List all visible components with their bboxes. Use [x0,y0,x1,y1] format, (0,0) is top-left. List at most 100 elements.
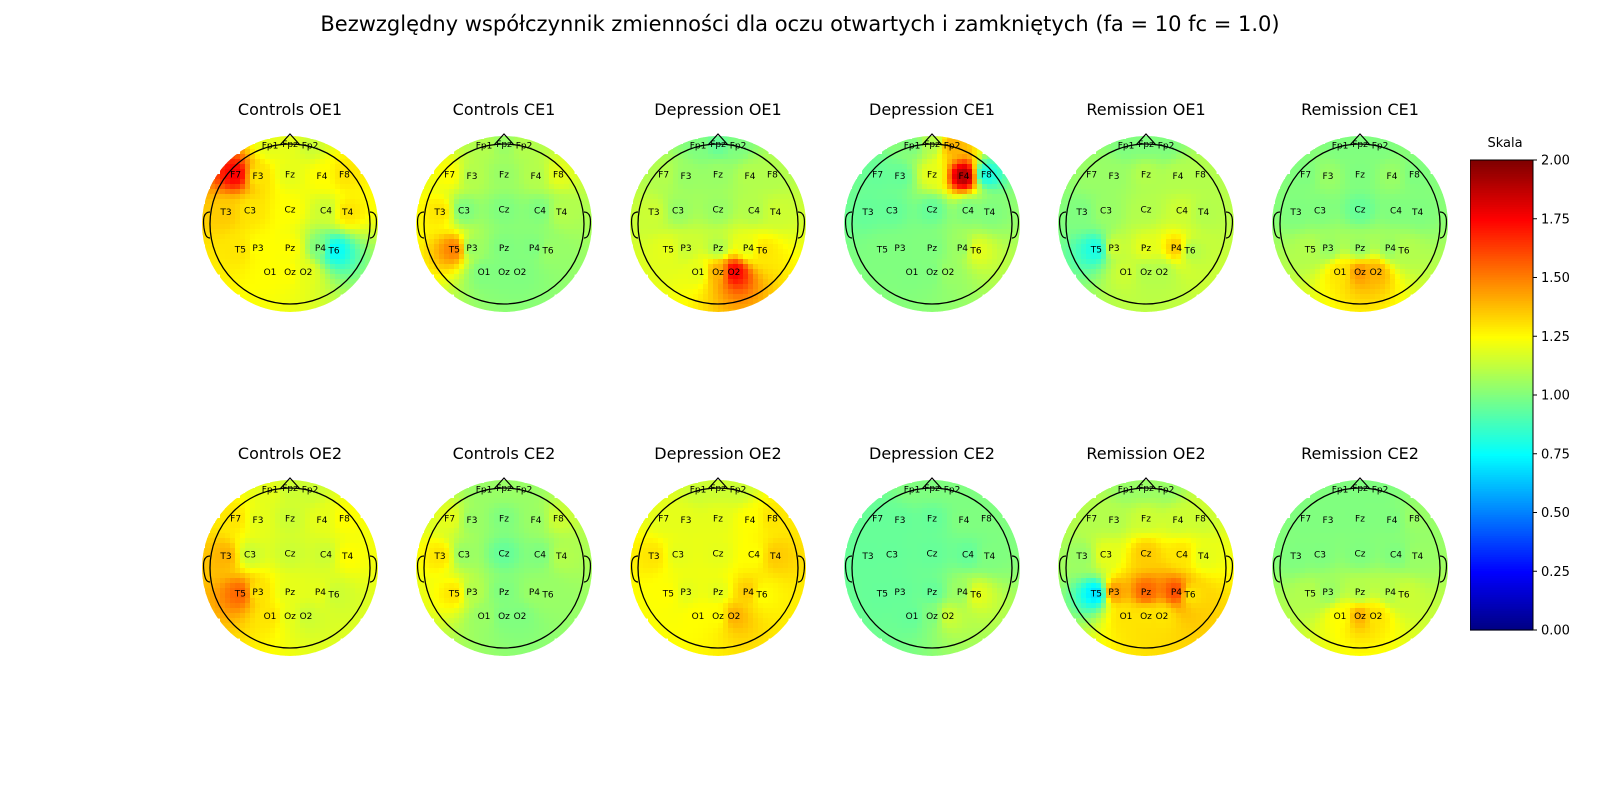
colorbar-tick-label: 1.50 [1541,271,1570,286]
electrode-label-p3: P3 [894,588,905,598]
head-outline [851,487,1013,649]
electrode-label-c3: C3 [672,206,684,216]
electrode-label-o1: O1 [692,268,705,278]
electrode-label-c4: C4 [320,206,332,216]
electrode-label-cz: Cz [712,550,723,560]
electrode-label-f4: F4 [1387,172,1398,182]
topomap-remission-oe2: Remission OE2 Fp1 Fpz Fp2 F7 F3 Fz F4 F8 T3 C3 Cz C4… [1046,444,1246,684]
topomap-title: Remission CE1 [1301,100,1419,119]
colorbar-tick-label: 0.25 [1541,565,1570,580]
electrode-label-fp2: Fp2 [944,142,961,152]
topomap-svg: Fp1 Fpz Fp2 F7 F3 Fz F4 F8 T3 C3 Cz C4 T4 T5 P3 Pz P4 T6 O… [1272,477,1448,656]
right-ear-outline [369,211,378,239]
topomap-depression-oe2: Depression OE2 Fp1 Fpz Fp2 F7 F3 Fz F4 F8 T3 C3 Cz C… [618,444,818,684]
electrode-label-t6: T6 [969,246,981,256]
right-ear-outline [1225,211,1234,239]
electrode-label-t3: T3 [1075,552,1087,562]
topomap-remission-ce2: Remission CE2 Fp1 Fpz Fp2 F7 F3 Fz F4 F8 T3 C3 Cz C4… [1260,444,1460,684]
electrode-label-f4: F4 [531,516,542,526]
electrode-label-pz: Pz [713,244,723,254]
electrode-label-t3: T3 [219,552,231,562]
electrode-label-f7: F7 [872,170,883,180]
electrode-label-o1: O1 [692,612,705,622]
electrode-label-o1: O1 [478,268,491,278]
electrode-label-t5: T5 [1304,590,1316,600]
electrode-label-f4: F4 [317,172,328,182]
left-ear-outline [202,555,211,583]
electrode-label-p4: P4 [1171,244,1182,254]
electrode-label-p3: P3 [680,588,691,598]
colorbar-tick-label: 2.00 [1541,154,1570,169]
electrode-label-f8: F8 [1409,170,1420,180]
electrode-label-oz: Oz [926,268,938,278]
colorbar-tick-label: 0.00 [1541,624,1570,639]
nose-outline [921,133,943,146]
electrode-label-p3: P3 [466,244,477,254]
electrode-label-t4: T4 [1411,552,1423,562]
electrode-label-t4: T4 [341,552,353,562]
electrode-label-fpz: Fpz [496,484,512,494]
electrode-label-c3: C3 [672,550,684,560]
electrode-label-fp2: Fp2 [730,486,747,496]
nose-outline [1349,133,1371,146]
topomap-svg: Fp1 Fpz Fp2 F7 F3 Fz F4 F8 T3 C3 Cz C4 T4 T5 P3 Pz P4 T6 O… [630,477,806,656]
right-ear-outline [1225,555,1234,583]
electrode-label-oz: Oz [284,612,296,622]
electrode-label-fp2: Fp2 [516,142,533,152]
electrode-label-fpz: Fpz [710,140,726,150]
heatmap-field [630,480,806,656]
topomap-controls-oe1: Controls OE1 Fp1 Fpz Fp2 F7 F3 Fz F4 F8 T3 C3 Cz C4 T… [190,100,390,340]
electrode-label-t5: T5 [1090,246,1102,256]
electrode-label-o1: O1 [264,268,277,278]
electrode-label-o1: O1 [906,268,919,278]
electrode-label-f7: F7 [872,514,883,524]
electrode-label-t6: T6 [1183,246,1195,256]
nose-outline [707,477,729,490]
electrode-label-p3: P3 [894,244,905,254]
electrode-label-t3: T3 [219,208,231,218]
electrode-label-fp1: Fp1 [1118,486,1135,496]
head-outline [637,143,799,305]
electrode-label-fp1: Fp1 [904,486,921,496]
electrode-label-o2: O2 [728,612,741,622]
electrode-label-t5: T5 [662,246,674,256]
electrode-label-fp1: Fp1 [262,486,279,496]
electrode-label-t3: T3 [1289,208,1301,218]
electrode-label-fpz: Fpz [1352,484,1368,494]
electrode-label-f3: F3 [895,172,906,182]
electrode-label-p3: P3 [1108,588,1119,598]
electrode-label-f7: F7 [658,514,669,524]
electrode-label-f8: F8 [339,514,350,524]
electrode-label-p4: P4 [743,588,754,598]
topomap-svg: Fp1 Fpz Fp2 F7 F3 Fz F4 F8 T3 C3 Cz C4 T4 T5 P3 Pz P4 T6 O… [844,477,1020,656]
electrode-label-t6: T6 [327,590,339,600]
topomap-title: Remission OE2 [1086,444,1206,463]
colorbar-tick-label: 0.75 [1541,447,1570,462]
electrode-label-p4: P4 [957,244,968,254]
electrode-label-f7: F7 [1300,514,1311,524]
electrode-label-fp1: Fp1 [476,486,493,496]
heatmap-field [416,136,592,312]
electrode-label-t3: T3 [1075,208,1087,218]
topomap-svg: Fp1 Fpz Fp2 F7 F3 Fz F4 F8 T3 C3 Cz C4 T4 T5 P3 Pz P4 T6 O… [416,133,592,312]
topomap-title: Depression CE1 [869,100,995,119]
topomap-title: Depression OE2 [654,444,782,463]
colorbar-tick-label: 1.75 [1541,212,1570,227]
electrode-label-fp2: Fp2 [302,486,319,496]
electrode-label-t5: T5 [876,590,888,600]
electrode-label-fz: Fz [1141,514,1151,524]
electrode-label-t3: T3 [861,208,873,218]
electrode-label-f7: F7 [658,170,669,180]
nose-outline [921,477,943,490]
electrode-label-c3: C3 [458,550,470,560]
electrode-label-f3: F3 [1323,516,1334,526]
head-outline [209,487,371,649]
electrode-label-t5: T5 [234,246,246,256]
electrode-label-f8: F8 [553,514,564,524]
topomap-svg: Fp1 Fpz Fp2 F7 F3 Fz F4 F8 T3 C3 Cz C4 T4 T5 P3 Pz P4 T6 O… [1272,133,1448,312]
electrode-label-p3: P3 [252,588,263,598]
topomap-svg: Fp1 Fpz Fp2 F7 F3 Fz F4 F8 T3 C3 Cz C4 T4 T5 P3 Pz P4 T6 O… [1058,477,1234,656]
electrode-label-o2: O2 [942,612,955,622]
electrode-label-t4: T4 [1411,208,1423,218]
topomap-controls-ce2: Controls CE2 Fp1 Fpz Fp2 F7 F3 Fz F4 F8 T3 C3 Cz C4 T… [404,444,604,684]
